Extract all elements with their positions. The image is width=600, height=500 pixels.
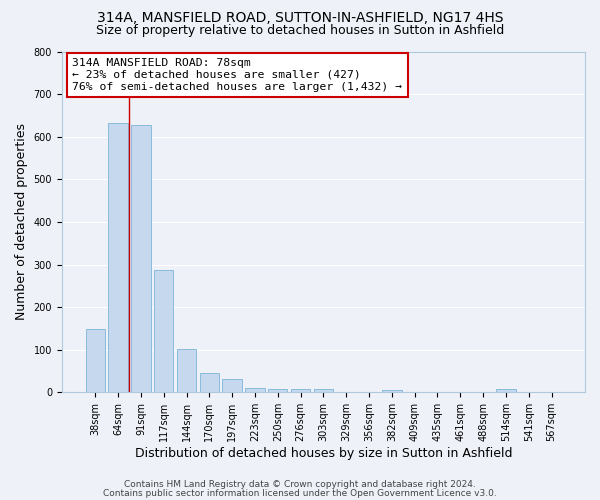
Bar	[86, 330, 105, 392]
Text: Size of property relative to detached houses in Sutton in Ashfield: Size of property relative to detached ho…	[96, 24, 504, 37]
Text: Contains HM Land Registry data © Crown copyright and database right 2024.: Contains HM Land Registry data © Crown c…	[124, 480, 476, 489]
Text: 314A MANSFIELD ROAD: 78sqm
← 23% of detached houses are smaller (427)
76% of sem: 314A MANSFIELD ROAD: 78sqm ← 23% of deta…	[72, 58, 402, 92]
Bar	[200, 373, 219, 392]
X-axis label: Distribution of detached houses by size in Sutton in Ashfield: Distribution of detached houses by size …	[134, 447, 512, 460]
Bar	[291, 390, 310, 392]
Y-axis label: Number of detached properties: Number of detached properties	[15, 124, 28, 320]
Text: Contains public sector information licensed under the Open Government Licence v3: Contains public sector information licen…	[103, 488, 497, 498]
Bar	[382, 390, 401, 392]
Bar	[245, 388, 265, 392]
Bar	[177, 349, 196, 393]
Text: 314A, MANSFIELD ROAD, SUTTON-IN-ASHFIELD, NG17 4HS: 314A, MANSFIELD ROAD, SUTTON-IN-ASHFIELD…	[97, 11, 503, 25]
Bar	[223, 379, 242, 392]
Bar	[496, 389, 515, 392]
Bar	[268, 390, 287, 392]
Bar	[314, 389, 333, 392]
Bar	[109, 123, 128, 392]
Bar	[154, 270, 173, 392]
Bar	[131, 125, 151, 392]
